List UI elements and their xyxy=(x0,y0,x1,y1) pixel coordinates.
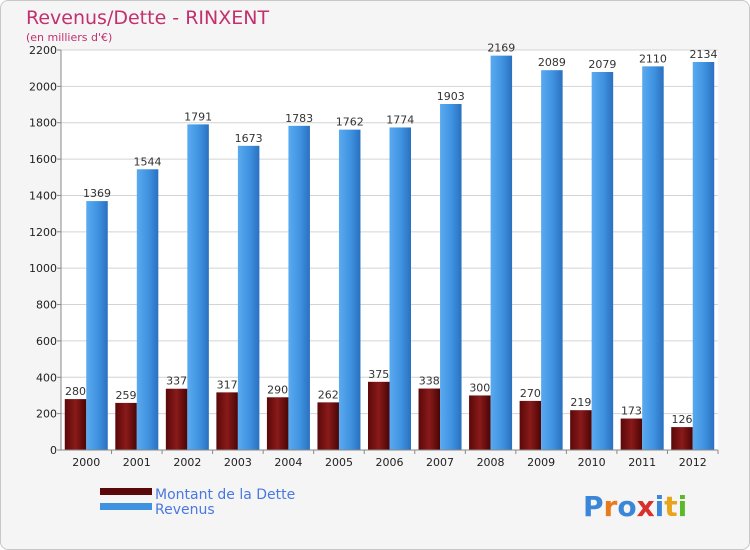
chart-subtitle: (en milliers d'€) xyxy=(26,31,112,44)
y-tick-label: 1000 xyxy=(29,262,57,275)
y-tick-label: 1600 xyxy=(29,153,57,166)
data-label-revenus: 2110 xyxy=(639,52,667,65)
bars: 280 1369 259 1544 337 1791 317 1673 290 1783 262 17… xyxy=(64,42,717,451)
data-label-revenus: 2169 xyxy=(487,42,515,55)
data-label-debt: 317 xyxy=(217,378,238,391)
bar-debt xyxy=(115,402,137,450)
logo-letter: o xyxy=(617,490,636,523)
x-tick-label: 2000 xyxy=(72,456,100,469)
bar-debt xyxy=(519,400,542,450)
data-label-debt: 300 xyxy=(469,381,490,394)
legend-swatch-revenus xyxy=(100,503,152,510)
bar-revenus xyxy=(541,70,563,450)
legend-swatch-debt xyxy=(100,488,152,495)
bar-revenus xyxy=(136,169,159,451)
data-label-debt: 259 xyxy=(116,389,137,402)
data-label-debt: 337 xyxy=(166,375,187,388)
logo-letter: i xyxy=(655,490,665,523)
data-label-revenus: 1673 xyxy=(235,132,263,145)
logo-letter: P xyxy=(583,490,604,523)
bar-debt xyxy=(469,395,491,450)
bar-revenus xyxy=(440,104,462,450)
y-tick-label: 1800 xyxy=(29,117,57,130)
logo-letter: r xyxy=(604,490,618,523)
logo-letter: t xyxy=(664,490,677,523)
data-label-debt: 262 xyxy=(318,388,339,401)
bar-debt xyxy=(165,388,188,450)
y-tick-label: 200 xyxy=(36,408,57,421)
y-tick-label: 600 xyxy=(36,335,57,348)
data-label-debt: 290 xyxy=(267,383,288,396)
bar-debt xyxy=(620,418,643,450)
legend-label-debt: Montant de la Dette xyxy=(155,487,295,503)
bar-debt xyxy=(216,392,238,450)
proxiti-logo: Proxiti xyxy=(583,490,687,523)
data-label-debt: 280 xyxy=(65,385,86,398)
x-tick-label: 2002 xyxy=(173,456,201,469)
bar-debt xyxy=(570,410,592,450)
logo-letter: x xyxy=(637,490,655,523)
x-tick-label: 2005 xyxy=(325,456,353,469)
legend-label-revenus: Revenus xyxy=(155,502,215,518)
axes: 0 200 400 600 800 1000 1200 1400 1600 1800 2000 220… xyxy=(29,44,719,469)
y-tick-label: 0 xyxy=(50,444,57,457)
x-tick-label: 2004 xyxy=(274,456,302,469)
data-label-revenus: 1544 xyxy=(134,155,162,168)
data-label-debt: 338 xyxy=(419,375,440,388)
bar-revenus xyxy=(187,124,209,450)
bar-revenus xyxy=(692,62,715,450)
bar-debt xyxy=(64,399,87,450)
bar-revenus xyxy=(237,145,260,450)
bar-debt xyxy=(317,402,339,450)
y-tick-label: 2000 xyxy=(29,80,57,93)
bar-revenus xyxy=(642,66,664,450)
bar-revenus xyxy=(490,55,513,451)
x-tick-label: 2012 xyxy=(679,456,707,469)
x-tick-label: 2001 xyxy=(123,456,151,469)
bar-debt xyxy=(266,397,289,450)
data-label-revenus: 1774 xyxy=(386,113,414,126)
data-label-revenus: 1903 xyxy=(437,90,465,103)
bar-debt xyxy=(418,388,441,450)
x-tick-label: 2003 xyxy=(224,456,252,469)
chart-title: Revenus/Dette - RINXENT xyxy=(26,7,269,29)
x-tick-label: 2007 xyxy=(426,456,454,469)
logo-letter: i xyxy=(678,490,688,523)
data-label-revenus: 1783 xyxy=(285,112,313,125)
data-label-revenus: 2079 xyxy=(588,58,616,71)
bar-debt xyxy=(368,381,390,450)
y-tick-label: 1400 xyxy=(29,189,57,202)
bar-revenus xyxy=(86,201,108,450)
data-label-revenus: 2089 xyxy=(538,56,566,69)
data-label-debt: 270 xyxy=(520,387,541,400)
x-tick-label: 2009 xyxy=(527,456,555,469)
legend: Montant de la Dette Revenus xyxy=(100,487,295,518)
bar-revenus xyxy=(288,125,310,451)
y-tick-label: 1200 xyxy=(29,226,57,239)
data-label-revenus: 2134 xyxy=(689,48,717,61)
x-tick-label: 2011 xyxy=(628,456,656,469)
bar-revenus xyxy=(591,72,614,450)
data-label-debt: 126 xyxy=(671,413,692,426)
x-tick-label: 2010 xyxy=(578,456,606,469)
bar-debt xyxy=(671,427,693,450)
bar-revenus xyxy=(338,129,361,451)
data-label-revenus: 1762 xyxy=(336,116,364,129)
data-label-debt: 375 xyxy=(368,368,389,381)
x-tick-label: 2008 xyxy=(477,456,505,469)
data-label-debt: 173 xyxy=(621,405,642,418)
y-tick-label: 400 xyxy=(36,371,57,384)
y-tick-label: 2200 xyxy=(29,44,57,57)
x-tick-label: 2006 xyxy=(376,456,404,469)
bar-revenus xyxy=(389,127,411,451)
data-label-revenus: 1369 xyxy=(83,187,111,200)
data-label-debt: 219 xyxy=(570,396,591,409)
data-label-revenus: 1791 xyxy=(184,110,212,123)
y-tick-label: 800 xyxy=(36,299,57,312)
